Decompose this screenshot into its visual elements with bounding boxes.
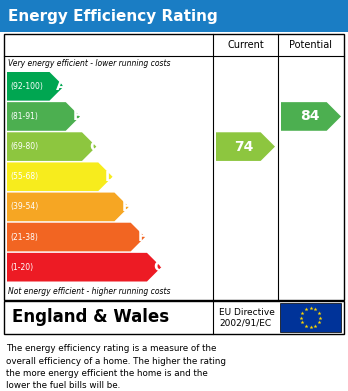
Text: D: D bbox=[105, 170, 116, 184]
Polygon shape bbox=[7, 102, 80, 131]
Polygon shape bbox=[7, 162, 112, 191]
Polygon shape bbox=[216, 132, 275, 161]
Text: The energy efficiency rating is a measure of the
overall efficiency of a home. T: The energy efficiency rating is a measur… bbox=[6, 344, 226, 391]
Polygon shape bbox=[7, 193, 129, 221]
Text: G: G bbox=[153, 260, 165, 274]
Text: Very energy efficient - lower running costs: Very energy efficient - lower running co… bbox=[8, 59, 171, 68]
Text: B: B bbox=[73, 109, 83, 124]
Bar bbox=[4, 34, 344, 300]
Text: 74: 74 bbox=[235, 140, 254, 154]
Text: (1-20): (1-20) bbox=[10, 263, 33, 272]
Bar bbox=[4, 301, 344, 334]
Text: Potential: Potential bbox=[290, 40, 332, 50]
Bar bbox=[0, 0, 348, 32]
Text: (39-54): (39-54) bbox=[10, 203, 38, 212]
Text: E: E bbox=[122, 200, 132, 214]
Text: Current: Current bbox=[227, 40, 264, 50]
Text: 84: 84 bbox=[300, 109, 319, 124]
Text: 2002/91/EC: 2002/91/EC bbox=[219, 319, 271, 328]
Text: Energy Efficiency Rating: Energy Efficiency Rating bbox=[8, 9, 218, 23]
Text: A: A bbox=[56, 79, 67, 93]
Text: (69-80): (69-80) bbox=[10, 142, 38, 151]
Text: F: F bbox=[138, 230, 148, 244]
Bar bbox=[280, 303, 341, 332]
Polygon shape bbox=[7, 132, 96, 161]
Polygon shape bbox=[7, 72, 64, 100]
Text: C: C bbox=[89, 140, 99, 154]
Text: (21-38): (21-38) bbox=[10, 233, 38, 242]
Polygon shape bbox=[7, 253, 161, 282]
Text: England & Wales: England & Wales bbox=[12, 308, 169, 326]
Polygon shape bbox=[281, 102, 341, 131]
Text: Not energy efficient - higher running costs: Not energy efficient - higher running co… bbox=[8, 287, 171, 296]
Text: EU Directive: EU Directive bbox=[219, 308, 275, 317]
Polygon shape bbox=[7, 223, 145, 251]
Text: (55-68): (55-68) bbox=[10, 172, 38, 181]
Text: (92-100): (92-100) bbox=[10, 82, 43, 91]
Text: (81-91): (81-91) bbox=[10, 112, 38, 121]
